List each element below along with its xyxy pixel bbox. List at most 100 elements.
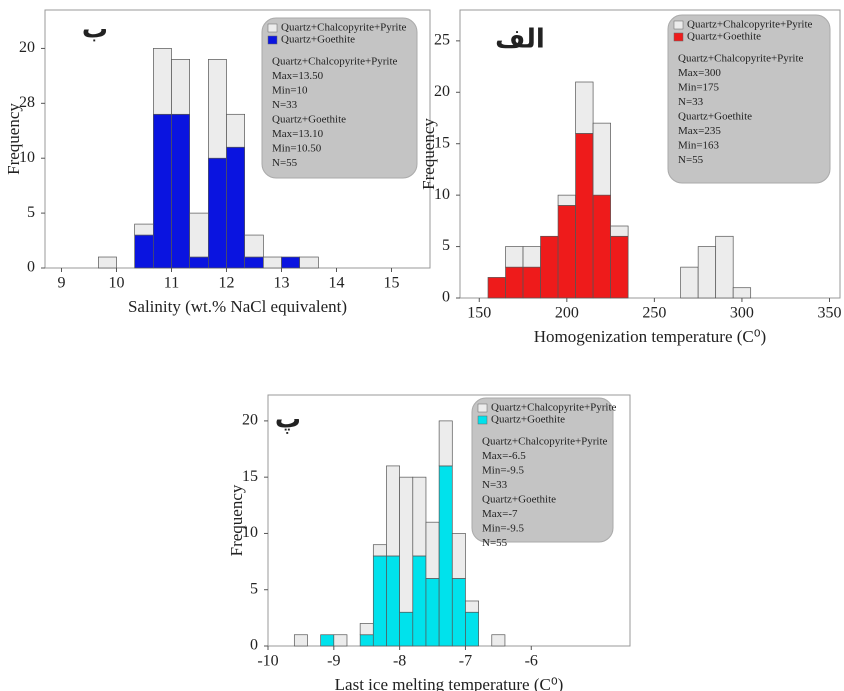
bar <box>451 578 466 647</box>
bar <box>372 544 387 557</box>
annotation: N=55 <box>678 154 704 166</box>
bar <box>412 476 427 557</box>
bar <box>244 234 264 258</box>
bar <box>299 256 319 269</box>
x-tick-label: 12 <box>219 275 235 292</box>
annotation: Min=163 <box>678 140 720 152</box>
y-tick-label: 10 <box>242 524 258 541</box>
bar <box>412 555 427 647</box>
bar <box>208 157 227 269</box>
bar <box>263 256 282 269</box>
bar <box>557 205 576 299</box>
bar <box>320 634 335 647</box>
bar <box>134 223 154 236</box>
annotation: N=33 <box>272 99 298 111</box>
bar <box>697 246 717 299</box>
x-tick-label: 200 <box>555 305 579 322</box>
y-tick-label: 0 <box>250 637 258 654</box>
annotation: Quartz+Chalcopyrite+Pyrite <box>272 56 398 68</box>
x-tick-label: 15 <box>384 275 400 292</box>
bar <box>465 611 479 647</box>
annotation: Quartz+Chalcopyrite+Pyrite <box>482 436 608 448</box>
bar <box>226 146 245 269</box>
annotation: Max=235 <box>678 125 721 137</box>
x-tick-label: 11 <box>164 275 179 292</box>
bar <box>680 266 699 299</box>
annotation: Max=-7 <box>482 508 518 520</box>
annotation: Min=10.50 <box>272 143 322 155</box>
annotation: Max=-6.5 <box>482 450 526 462</box>
x-axis-label: Salinity (wt.% NaCl equivalent) <box>128 297 347 316</box>
bar <box>399 476 414 613</box>
x-tick-label: 350 <box>817 305 841 322</box>
x-tick-label: 150 <box>467 305 491 322</box>
bar <box>171 59 190 115</box>
bar <box>293 634 308 647</box>
legend-label: Quartz+Chalcopyrite+Pyrite <box>491 402 617 414</box>
bar <box>438 465 453 647</box>
x-tick-label: 14 <box>329 275 345 292</box>
y-tick-label: 15 <box>434 134 450 151</box>
bar <box>244 256 264 269</box>
annotation: N=55 <box>272 157 298 169</box>
bar <box>359 634 374 647</box>
y-tick-label: 0 <box>27 259 35 276</box>
bar <box>505 246 524 268</box>
legend-label: Quartz+Chalcopyrite+Pyrite <box>281 22 407 34</box>
legend-label: Quartz+Goethite <box>281 34 355 46</box>
bar <box>333 634 348 647</box>
bar <box>610 225 629 237</box>
bar <box>715 235 734 299</box>
bar <box>189 256 209 269</box>
annotation: Min=10 <box>272 85 308 97</box>
annotation: Min=-9.5 <box>482 465 524 477</box>
bar <box>386 465 400 557</box>
panel-label: پ <box>275 405 301 435</box>
annotation: Quartz+Goethite <box>482 494 556 506</box>
x-axis-label: Homogenization temperature (C⁰) <box>534 327 766 346</box>
annotation: Quartz+Goethite <box>678 111 752 123</box>
legend-swatch <box>477 403 488 413</box>
panel-label: ب <box>82 15 108 45</box>
y-tick-label: 28 <box>19 94 35 111</box>
y-tick-label: 0 <box>442 289 450 306</box>
bar <box>153 48 172 115</box>
bar <box>732 287 752 299</box>
bar <box>522 266 541 299</box>
y-tick-label: 25 <box>434 32 450 49</box>
x-tick-label: 10 <box>109 275 125 292</box>
y-axis-label: Frequency <box>227 484 246 556</box>
panel-label: الف <box>495 25 545 55</box>
bar <box>575 133 594 299</box>
bar <box>557 194 576 206</box>
annotation: N=33 <box>678 96 704 108</box>
bar <box>425 521 440 579</box>
bar <box>372 555 387 647</box>
bar <box>281 256 300 269</box>
annotation: Max=300 <box>678 67 721 79</box>
bar <box>540 235 559 299</box>
bar <box>386 555 400 647</box>
bar <box>438 420 453 467</box>
legend-label: Quartz+Goethite <box>491 414 565 426</box>
legend-label: Quartz+Goethite <box>687 31 761 43</box>
y-tick-label: 5 <box>250 580 258 597</box>
y-axis-label: Frequency <box>4 103 23 175</box>
plot-frame <box>459 9 841 299</box>
x-tick-label: -10 <box>257 653 278 670</box>
legend-box <box>667 14 831 184</box>
bar <box>153 113 172 269</box>
y-tick-label: 20 <box>434 83 450 100</box>
annotation: Quartz+Goethite <box>272 114 346 126</box>
y-tick-label: 10 <box>434 186 450 203</box>
legend-swatch <box>477 415 488 425</box>
bar <box>491 634 506 647</box>
bar <box>505 266 524 299</box>
y-axis-label: Frequency <box>419 118 438 190</box>
bar <box>592 194 611 299</box>
bar <box>575 81 594 134</box>
bar <box>592 122 611 196</box>
bar <box>226 113 245 148</box>
bar <box>399 611 414 647</box>
